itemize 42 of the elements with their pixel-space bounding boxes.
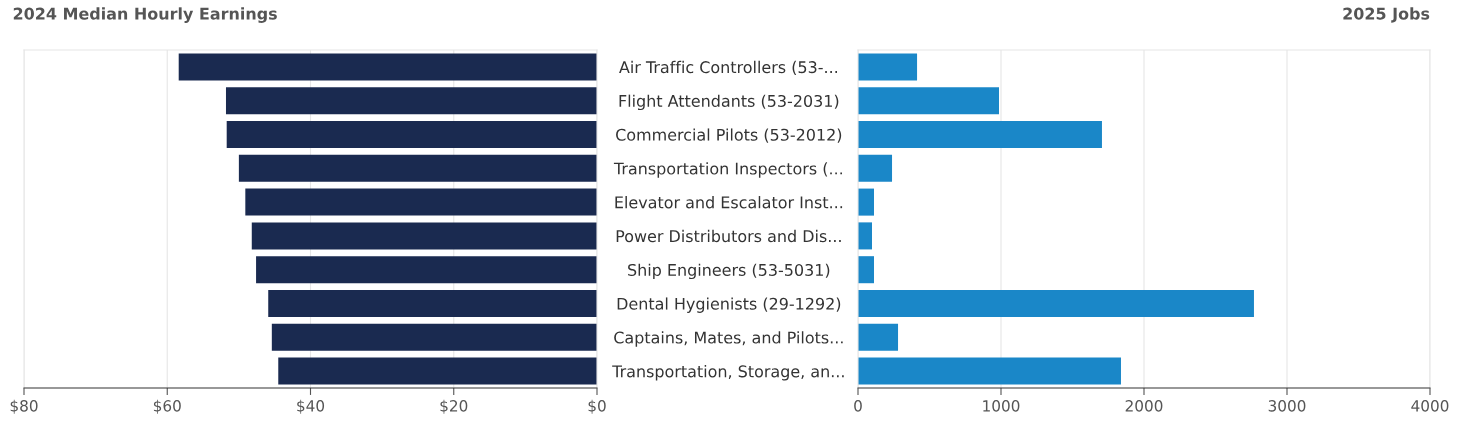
x-tick-label: $40 — [297, 399, 325, 414]
bar — [245, 188, 597, 216]
bar — [278, 357, 597, 385]
bar — [858, 154, 893, 182]
x-tick-label: 2000 — [1125, 400, 1163, 412]
bar — [268, 289, 597, 318]
bar — [251, 222, 597, 250]
bar — [225, 87, 597, 115]
bar — [858, 87, 999, 115]
y-tick-label: Air Traffic Controllers (53-... — [619, 60, 838, 76]
bar — [858, 53, 918, 81]
y-tick-label: Captains, Mates, and Pilots... — [614, 331, 843, 347]
x-tick-label: 1000 — [983, 400, 1020, 412]
bar — [226, 120, 597, 149]
bar — [238, 154, 597, 182]
chart-title: 2025 Jobs — [1343, 7, 1430, 23]
chart-title: 2024 Median Hourly Earnings — [13, 7, 277, 23]
x-tick-label: 4000 — [1411, 400, 1449, 412]
bar — [271, 323, 597, 351]
bar — [858, 289, 1254, 318]
bar — [858, 188, 875, 216]
x-tick-label: 3000 — [1268, 400, 1306, 412]
bar — [858, 323, 899, 351]
x-tick-label: $60 — [153, 399, 181, 414]
x-tick-label: $20 — [440, 399, 468, 414]
bar — [858, 120, 1102, 149]
y-tick-label: Dental Hygienists (29-1292) — [617, 297, 841, 313]
y-tick-label: Transportation Inspectors (... — [613, 162, 842, 178]
y-tick-label: Power Distributors and Dis... — [616, 229, 841, 243]
bar — [858, 256, 875, 284]
y-tick-label: Transportation, Storage, an... — [612, 365, 844, 381]
y-tick-label: Commercial Pilots (53-2012) — [616, 128, 842, 143]
bar — [178, 53, 597, 81]
y-tick-label: Elevator and Escalator Inst... — [615, 196, 843, 209]
x-tick-label: $80 — [10, 399, 38, 414]
x-tick-label: 0 — [854, 400, 862, 412]
y-tick-label: Ship Engineers (53-5031) — [628, 263, 830, 280]
y-tick-label: Flight Attendants (53-2031) — [619, 94, 839, 111]
bar — [256, 256, 597, 284]
x-tick-label: $0 — [588, 399, 606, 414]
bar — [858, 222, 873, 250]
bar — [858, 357, 1121, 385]
